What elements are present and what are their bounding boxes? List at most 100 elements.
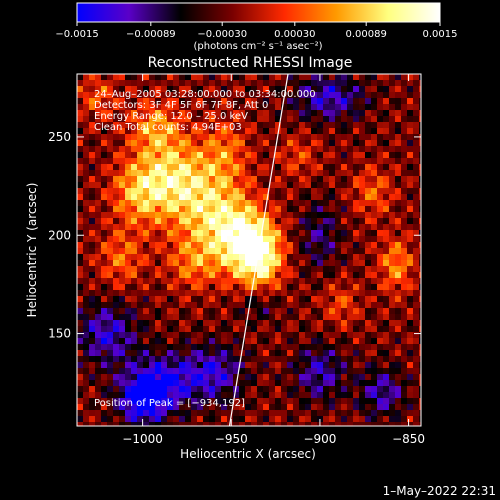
heatmap-cell <box>365 260 371 266</box>
heatmap-cell <box>413 242 419 248</box>
heatmap-cell <box>269 314 275 320</box>
heatmap-cell <box>149 74 155 80</box>
heatmap-cell <box>107 200 113 206</box>
heatmap-cell <box>317 218 323 224</box>
heatmap-cell <box>131 182 137 188</box>
heatmap-cell <box>227 362 233 368</box>
heatmap-cell <box>317 206 323 212</box>
heatmap-cell <box>341 236 347 242</box>
heatmap-cell <box>227 332 233 338</box>
heatmap-cell <box>371 248 377 254</box>
heatmap-cell <box>407 206 413 212</box>
heatmap-cell <box>101 86 107 92</box>
heatmap-cell <box>395 338 401 344</box>
heatmap-cell <box>293 248 299 254</box>
heatmap-cell <box>101 380 107 386</box>
heatmap-cell <box>407 368 413 374</box>
heatmap-cell <box>317 152 323 158</box>
heatmap-cell <box>413 74 419 80</box>
heatmap-cell <box>407 182 413 188</box>
heatmap-cell <box>347 200 353 206</box>
heatmap-cell <box>125 134 131 140</box>
heatmap-cell <box>263 152 269 158</box>
heatmap-cell <box>131 326 137 332</box>
heatmap-cell <box>251 104 257 110</box>
heatmap-cell <box>83 272 89 278</box>
heatmap-cell <box>161 116 167 122</box>
heatmap-cell <box>317 302 323 308</box>
heatmap-cell <box>293 266 299 272</box>
heatmap-cell <box>413 386 419 392</box>
heatmap-cell <box>107 308 113 314</box>
heatmap-cell <box>137 176 143 182</box>
heatmap-cell <box>383 134 389 140</box>
heatmap-cell <box>413 422 419 426</box>
heatmap-cell <box>227 410 233 416</box>
heatmap-cell <box>101 422 107 426</box>
heatmap-cell <box>275 230 281 236</box>
heatmap-cell <box>233 308 239 314</box>
heatmap-cell <box>311 422 317 426</box>
heatmap-cell <box>95 134 101 140</box>
heatmap-cell <box>257 200 263 206</box>
heatmap-cell <box>125 356 131 362</box>
heatmap-cell <box>221 398 227 404</box>
heatmap-cell <box>113 410 119 416</box>
heatmap-cell <box>395 170 401 176</box>
heatmap-cell <box>347 248 353 254</box>
heatmap-cell <box>317 212 323 218</box>
heatmap-cell <box>407 134 413 140</box>
heatmap-cell <box>185 218 191 224</box>
heatmap-cell <box>227 116 233 122</box>
heatmap-cell <box>383 302 389 308</box>
heatmap-cell <box>365 80 371 86</box>
heatmap-cell <box>287 302 293 308</box>
heatmap-cell <box>185 164 191 170</box>
heatmap-cell <box>149 188 155 194</box>
heatmap-cell <box>419 338 421 344</box>
heatmap-cell <box>341 170 347 176</box>
heatmap-cell <box>221 230 227 236</box>
heatmap-cell <box>173 116 179 122</box>
heatmap-cell <box>77 410 83 416</box>
heatmap-cell <box>155 296 161 302</box>
heatmap-cell <box>179 140 185 146</box>
heatmap-cell <box>155 98 161 104</box>
heatmap-cell <box>365 368 371 374</box>
heatmap-cell <box>239 194 245 200</box>
heatmap-cell <box>365 308 371 314</box>
heatmap-cell <box>113 140 119 146</box>
heatmap-cell <box>419 260 421 266</box>
heatmap-cell <box>383 386 389 392</box>
heatmap-cell <box>191 212 197 218</box>
heatmap-cell <box>77 158 83 164</box>
heatmap-cell <box>95 92 101 98</box>
heatmap-cell <box>359 218 365 224</box>
heatmap-cell <box>77 212 83 218</box>
heatmap-cell <box>131 92 137 98</box>
heatmap-cell <box>107 236 113 242</box>
heatmap-cell <box>317 338 323 344</box>
heatmap-cell <box>365 254 371 260</box>
heatmap-cell <box>215 368 221 374</box>
heatmap-cell <box>305 380 311 386</box>
heatmap-cell <box>377 290 383 296</box>
heatmap-cell <box>407 110 413 116</box>
heatmap-cell <box>221 104 227 110</box>
heatmap-cell <box>215 362 221 368</box>
heatmap-cell <box>245 410 251 416</box>
heatmap-cell <box>203 194 209 200</box>
heatmap-cell <box>209 86 215 92</box>
heatmap-cell <box>383 374 389 380</box>
heatmap-cell <box>293 410 299 416</box>
heatmap-cell <box>89 212 95 218</box>
heatmap-cell <box>245 416 251 422</box>
heatmap-cell <box>407 290 413 296</box>
heatmap-cell <box>395 320 401 326</box>
heatmap-cell <box>257 224 263 230</box>
heatmap-cell <box>269 290 275 296</box>
heatmap-cell <box>143 344 149 350</box>
heatmap-cell <box>299 254 305 260</box>
heatmap-cell <box>335 74 341 80</box>
